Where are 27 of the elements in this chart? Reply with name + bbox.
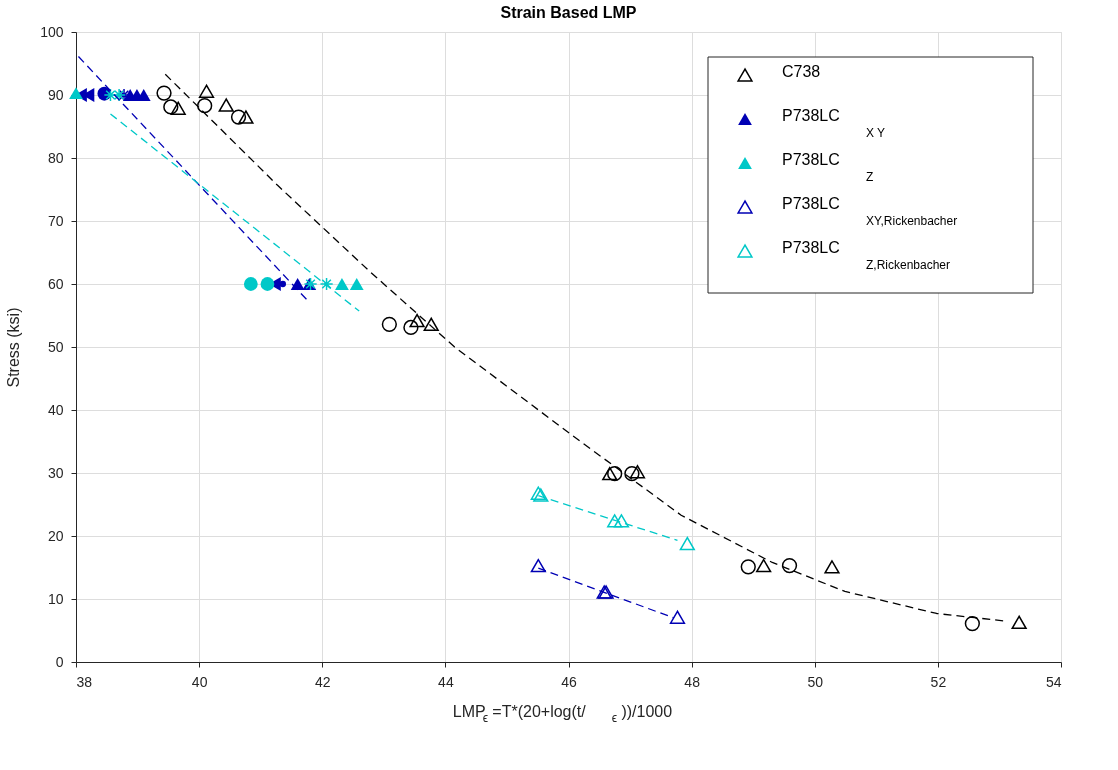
chart-title: Strain Based LMP [500,4,637,21]
y-tick-label: 30 [47,464,64,481]
text: P738LCZ,Rickenbacher [782,239,951,272]
x-tick-label: 46 [561,673,577,690]
y-tick-label: 10 [47,590,64,607]
y-tick-label: 50 [47,338,64,355]
legend-label: C738 [782,63,821,80]
text: P738LCXY,Rickenbacher [782,195,958,228]
x-tick-label: 44 [438,673,454,690]
text: P738LCX Y [782,107,886,140]
y-axis-title: Stress (ksi) [5,307,23,388]
y-tick-label: 20 [47,527,64,544]
x-tick-label: 50 [807,673,824,690]
x-tick-label: 42 [314,673,331,690]
y-tick-label: 0 [55,653,64,670]
y-tick-label: 60 [47,275,64,292]
y-tick-label: 90 [47,86,64,103]
y-tick-label: 100 [40,23,64,40]
x-tick-label: 52 [930,673,947,690]
x-tick-label: 54 [1045,673,1062,690]
y-tick-label: 70 [47,212,64,229]
y-tick-label: 80 [47,149,64,166]
x-tick-label: 48 [684,673,701,690]
x-tick-label: 38 [76,673,93,690]
y-tick-label: 40 [47,401,64,418]
x-tick-label: 40 [191,673,208,690]
text: P738LCZ [782,151,874,184]
